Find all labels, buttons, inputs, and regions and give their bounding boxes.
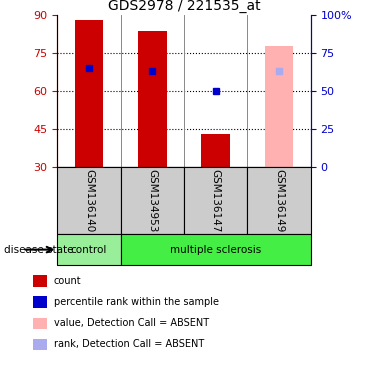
Text: percentile rank within the sample: percentile rank within the sample <box>54 297 219 307</box>
Bar <box>57 234 121 265</box>
Text: count: count <box>54 276 81 286</box>
Text: GSM136147: GSM136147 <box>211 169 221 232</box>
Bar <box>248 167 311 234</box>
Text: GSM136149: GSM136149 <box>274 169 284 232</box>
Text: GSM134953: GSM134953 <box>147 169 157 232</box>
Bar <box>121 234 311 265</box>
Title: GDS2978 / 221535_at: GDS2978 / 221535_at <box>108 0 260 13</box>
Bar <box>121 167 184 234</box>
Bar <box>202 134 230 167</box>
Text: disease state: disease state <box>4 245 73 255</box>
Text: multiple sclerosis: multiple sclerosis <box>170 245 261 255</box>
Bar <box>184 167 248 234</box>
Bar <box>138 31 166 167</box>
Bar <box>57 167 121 234</box>
Bar <box>75 20 103 167</box>
Text: control: control <box>71 245 107 255</box>
Text: GSM136140: GSM136140 <box>84 169 94 232</box>
Text: rank, Detection Call = ABSENT: rank, Detection Call = ABSENT <box>54 339 204 349</box>
Bar <box>265 46 293 167</box>
Text: value, Detection Call = ABSENT: value, Detection Call = ABSENT <box>54 318 209 328</box>
